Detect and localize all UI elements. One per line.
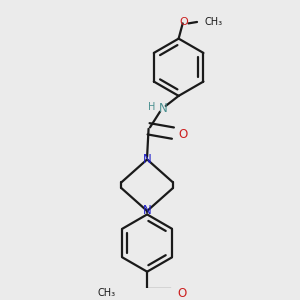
Text: O: O bbox=[180, 17, 188, 27]
Text: CH₃: CH₃ bbox=[98, 288, 116, 298]
Text: N: N bbox=[158, 102, 167, 115]
Text: H: H bbox=[148, 102, 156, 112]
Text: N: N bbox=[143, 153, 152, 166]
Text: N: N bbox=[143, 205, 152, 218]
Text: CH₃: CH₃ bbox=[204, 17, 222, 27]
Text: O: O bbox=[177, 287, 187, 300]
Text: O: O bbox=[178, 128, 188, 141]
